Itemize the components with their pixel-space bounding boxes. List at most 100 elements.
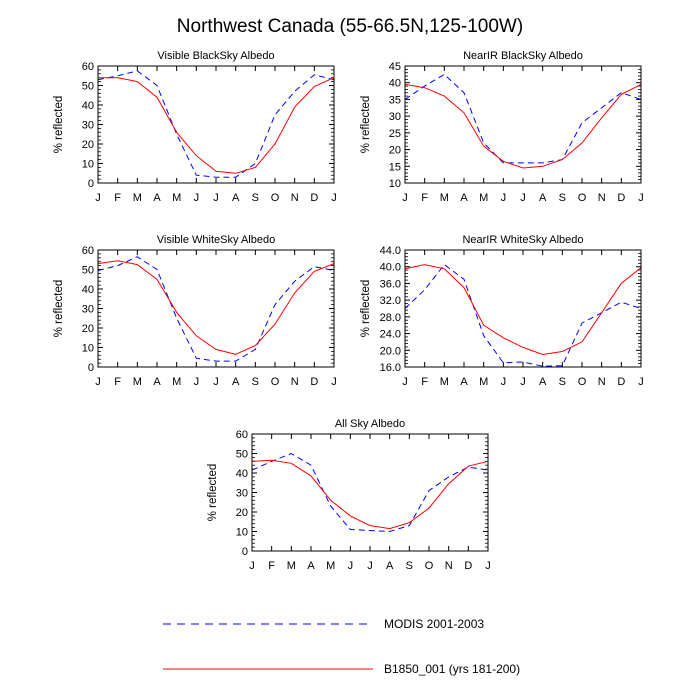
x-tick-label: A <box>539 192 547 204</box>
y-tick-label: 20.0 <box>380 345 401 357</box>
x-tick-label: O <box>425 560 434 572</box>
y-tick-label: 40 <box>236 468 248 480</box>
x-tick-label: S <box>252 376 259 388</box>
chart-panel-1: Visible BlackSky Albedo % reflected 0 10 20 3… <box>53 50 337 204</box>
y-tick-label: 10 <box>236 527 248 539</box>
x-tick-label: J <box>213 376 219 388</box>
x-tick-label: A <box>232 376 240 388</box>
y-tick-label: 44.0 <box>380 245 401 257</box>
x-tick-label: J <box>501 376 507 388</box>
x-tick-label: M <box>172 192 181 204</box>
x-tick-label: S <box>252 192 259 204</box>
x-tick-label: A <box>232 192 240 204</box>
y-tick-label: 50 <box>82 265 94 277</box>
x-tick-label: F <box>421 192 428 204</box>
x-tick-label: N <box>291 192 299 204</box>
figure-title: Northwest Canada (55-66.5N,125-100W) <box>177 16 523 37</box>
x-tick-label: A <box>386 560 394 572</box>
x-tick-label: O <box>578 192 587 204</box>
plot-frame <box>97 249 335 368</box>
y-axis-label: % reflected <box>360 280 372 338</box>
x-tick-label: J <box>249 560 255 572</box>
x-tick-label: F <box>421 376 428 388</box>
x-tick-label: F <box>114 376 121 388</box>
series-line-model <box>404 83 642 169</box>
y-tick-label: 30 <box>389 111 401 123</box>
x-tick-label: N <box>598 376 606 388</box>
chart-panel-4: NearIR WhiteSky Albedo % reflected 16.0 20.… <box>360 234 644 388</box>
y-tick-label: 30 <box>236 488 248 500</box>
x-tick-label: D <box>617 376 625 388</box>
y-tick-label: 10 <box>82 159 94 171</box>
x-tick-label: M <box>440 376 449 388</box>
x-tick-label: N <box>598 192 606 204</box>
y-tick-label: 32.0 <box>380 295 401 307</box>
x-tick-label: J <box>348 560 354 572</box>
y-tick-label: 10 <box>389 178 401 190</box>
x-tick-label: J <box>501 192 507 204</box>
y-tick-label: 30 <box>82 120 94 132</box>
legend-model-label: B1850_001 (yrs 181-200) <box>384 662 520 676</box>
series-line-model <box>98 77 335 174</box>
legend-modis-label: MODIS 2001-2003 <box>384 617 484 631</box>
series-line-modis <box>404 73 642 164</box>
x-tick-label: O <box>578 376 587 388</box>
y-tick-label: 0 <box>88 178 94 190</box>
x-tick-label: N <box>291 376 299 388</box>
x-tick-label: J <box>520 192 526 204</box>
y-axis-label: % reflected <box>207 464 219 522</box>
legend: MODIS 2001-2003 B1850_001 (yrs 181-200) <box>163 617 520 676</box>
x-tick-label: J <box>331 376 337 388</box>
y-tick-label: 60 <box>236 429 248 441</box>
y-tick-label: 20 <box>82 323 94 335</box>
x-tick-label: M <box>326 560 335 572</box>
plot-frame <box>251 433 489 552</box>
x-tick-label: J <box>402 192 408 204</box>
x-tick-label: A <box>153 192 161 204</box>
x-tick-label: O <box>271 376 280 388</box>
x-tick-label: J <box>485 560 491 572</box>
x-tick-label: J <box>402 376 408 388</box>
y-axis-label: % reflected <box>53 96 65 154</box>
y-tick-label: 0 <box>88 362 94 374</box>
y-tick-label: 30 <box>82 304 94 316</box>
y-tick-label: 40.0 <box>380 262 401 274</box>
x-tick-label: A <box>460 192 468 204</box>
panel-title: Visible BlackSky Albedo <box>157 50 274 62</box>
x-tick-label: J <box>194 376 200 388</box>
x-tick-label: A <box>460 376 468 388</box>
panel-title: All Sky Albedo <box>335 418 405 430</box>
x-tick-label: M <box>133 192 142 204</box>
x-tick-label: M <box>172 376 181 388</box>
series-line-modis <box>251 452 489 533</box>
chart-panel-5: All Sky Albedo % reflected 0 10 20 30 40 50 60 J F… <box>207 418 491 572</box>
y-tick-label: 0 <box>242 546 248 558</box>
x-tick-label: F <box>268 560 275 572</box>
x-tick-label: A <box>539 376 547 388</box>
x-tick-label: F <box>114 192 121 204</box>
y-tick-label: 24.0 <box>380 329 401 341</box>
x-tick-label: J <box>638 376 644 388</box>
y-tick-label: 10 <box>82 343 94 355</box>
y-tick-label: 40 <box>82 284 94 296</box>
y-tick-label: 28.0 <box>380 312 401 324</box>
panel-title: NearIR BlackSky Albedo <box>463 50 583 62</box>
x-tick-label: J <box>520 376 526 388</box>
x-tick-label: J <box>95 192 101 204</box>
series-line-modis <box>97 70 335 178</box>
series-line-modis <box>97 256 335 362</box>
y-tick-label: 35 <box>389 94 401 106</box>
x-tick-label: D <box>464 560 472 572</box>
x-tick-label: J <box>213 192 219 204</box>
y-tick-label: 36.0 <box>380 278 401 290</box>
y-tick-label: 20 <box>236 507 248 519</box>
panel-title: Visible WhiteSky Albedo <box>157 234 275 246</box>
x-tick-label: J <box>331 192 337 204</box>
y-tick-label: 60 <box>82 61 94 73</box>
y-tick-label: 25 <box>389 128 401 140</box>
series-line-model <box>97 260 335 355</box>
y-tick-label: 40 <box>82 100 94 112</box>
series-line-model <box>404 264 642 356</box>
x-tick-label: M <box>287 560 296 572</box>
x-tick-label: D <box>617 192 625 204</box>
